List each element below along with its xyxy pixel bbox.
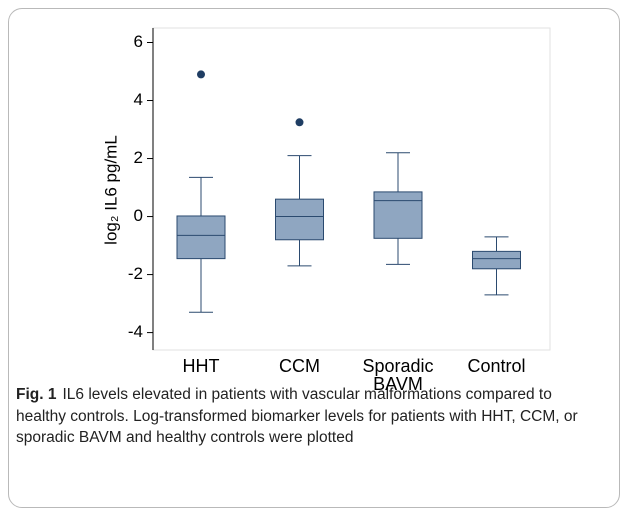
x-tick-label: HHT bbox=[182, 356, 220, 376]
y-tick-label: 2 bbox=[134, 148, 143, 167]
box bbox=[472, 250, 521, 270]
outlier bbox=[197, 70, 205, 79]
y-axis-label: log₂ IL6 pg/mL bbox=[101, 135, 120, 245]
x-tick-label: Control bbox=[467, 356, 526, 376]
caption-text: IL6 levels elevated in patients with vas… bbox=[16, 386, 578, 446]
box bbox=[176, 215, 226, 260]
plot-frame bbox=[152, 27, 551, 351]
outlier bbox=[295, 118, 304, 127]
box bbox=[373, 191, 423, 239]
y-tick-label: -4 bbox=[128, 322, 143, 341]
caption: Fig. 1 IL6 levels elevated in patients wi… bbox=[16, 384, 606, 449]
y-tick-label: 0 bbox=[134, 206, 143, 225]
chart: log₂ IL6 pg/mL -4 -2 0 2 4 6 bbox=[101, 27, 551, 351]
box bbox=[275, 198, 324, 241]
x-tick-label: CCM bbox=[279, 356, 320, 376]
x-tick-label: Sporadic BAVM bbox=[362, 356, 434, 394]
y-tick-label: 6 bbox=[134, 32, 143, 51]
y-tick-label: -2 bbox=[128, 264, 143, 283]
caption-label: Fig. 1 bbox=[16, 386, 57, 403]
y-tick-label: 4 bbox=[134, 90, 143, 109]
figure-frame bbox=[8, 8, 620, 508]
